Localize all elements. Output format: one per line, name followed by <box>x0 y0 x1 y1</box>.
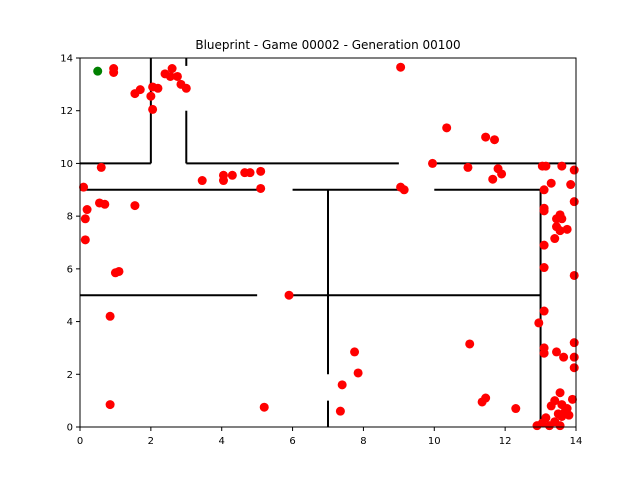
y-tick-label: 4 <box>67 317 73 328</box>
agent-point <box>428 158 438 168</box>
agent-point <box>181 83 191 93</box>
agent-point <box>218 176 228 186</box>
agent-point <box>284 290 294 300</box>
agent-point <box>197 176 207 186</box>
agent-point <box>337 380 347 390</box>
agent-point <box>511 404 521 414</box>
x-tick-label: 12 <box>499 436 512 447</box>
y-tick-label: 2 <box>67 370 73 381</box>
agent-point <box>567 394 577 404</box>
agent-point <box>82 205 92 215</box>
agent-point <box>555 388 565 398</box>
agent-point <box>497 169 507 179</box>
agent-point <box>569 338 579 348</box>
agent-point <box>259 402 269 412</box>
agent-point <box>130 201 140 211</box>
agent-point <box>245 168 255 178</box>
agent-point <box>539 306 549 316</box>
agent-point <box>148 104 158 114</box>
agent-point <box>546 401 556 411</box>
agent-point <box>100 199 110 209</box>
agent-point <box>557 161 567 171</box>
agent-point <box>227 170 237 180</box>
goal-point <box>93 66 103 76</box>
agent-point <box>560 406 570 416</box>
y-tick-label: 0 <box>67 423 73 434</box>
agent-point <box>109 67 119 77</box>
y-tick-label: 14 <box>60 54 73 65</box>
y-tick-label: 8 <box>67 212 73 223</box>
agent-point <box>172 71 182 81</box>
x-tick-label: 14 <box>570 436 583 447</box>
agent-point <box>541 161 551 171</box>
agent-point <box>146 91 156 101</box>
agent-point <box>488 174 498 184</box>
agent-point <box>546 178 556 188</box>
agent-point <box>105 311 115 321</box>
points-layer <box>79 62 579 431</box>
agent-point <box>465 339 475 349</box>
agent-point <box>335 406 345 416</box>
agent-point <box>562 224 572 234</box>
agent-point <box>167 64 177 74</box>
agent-point <box>105 400 115 410</box>
agent-point <box>555 226 565 236</box>
agent-point <box>396 62 406 72</box>
x-tick-label: 10 <box>428 436 441 447</box>
agent-point <box>555 421 565 431</box>
agent-point <box>539 240 549 250</box>
agent-point <box>552 347 562 357</box>
agent-point <box>569 363 579 373</box>
x-tick-label: 0 <box>77 436 83 447</box>
agent-point <box>569 165 579 175</box>
agent-point <box>80 235 90 245</box>
agent-point <box>566 180 576 190</box>
agent-point <box>353 368 363 378</box>
agent-point <box>135 85 145 95</box>
agent-point <box>569 352 579 362</box>
agent-point <box>165 71 175 81</box>
axes-layer: 0 2 4 6 8 10 12 14 0 2 4 6 8 10 12 14 <box>60 54 582 448</box>
agent-point <box>534 318 544 328</box>
y-tick-label: 10 <box>60 159 73 170</box>
agent-point <box>532 421 542 431</box>
agent-point <box>539 263 549 273</box>
agent-point <box>153 83 163 93</box>
agent-point <box>569 197 579 207</box>
plot-frame <box>79 57 577 428</box>
agent-point <box>557 214 567 224</box>
agent-point <box>544 421 554 431</box>
agent-point <box>539 185 549 195</box>
x-tick-label: 6 <box>289 436 295 447</box>
agent-point <box>490 135 500 145</box>
x-tick-label: 4 <box>219 436 225 447</box>
agent-point <box>539 348 549 358</box>
agent-point <box>80 214 90 224</box>
y-tick-label: 6 <box>67 264 73 275</box>
agent-point <box>550 234 560 244</box>
agent-point <box>539 206 549 216</box>
agent-point <box>256 183 266 193</box>
agent-point <box>463 162 473 172</box>
agent-point <box>442 123 452 133</box>
agent-point <box>79 182 89 192</box>
agent-point <box>350 347 360 357</box>
agent-point <box>481 132 491 142</box>
y-tick-label: 12 <box>60 106 73 117</box>
agent-point <box>559 352 569 362</box>
agent-point <box>96 162 106 172</box>
agent-point <box>114 266 124 276</box>
x-tick-label: 8 <box>360 436 366 447</box>
agent-point <box>569 270 579 280</box>
agent-point <box>256 166 266 176</box>
agent-point <box>399 185 409 195</box>
x-tick-label: 2 <box>148 436 154 447</box>
agent-point <box>477 397 487 407</box>
chart-title: Blueprint - Game 00002 - Generation 0010… <box>195 38 460 52</box>
